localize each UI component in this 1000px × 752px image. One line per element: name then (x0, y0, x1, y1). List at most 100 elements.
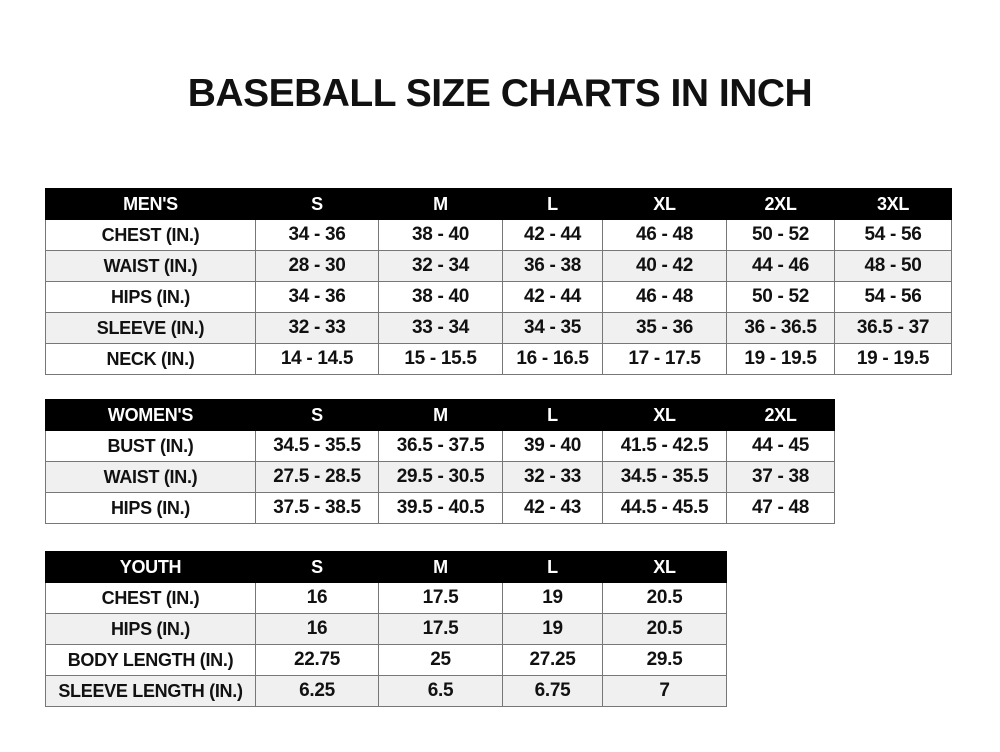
womens-size-table: WOMEN'S S M L XL 2XL BUST (IN.) 34.5 - 35.5 36.5… (45, 399, 835, 524)
size-value: 19 (502, 613, 603, 645)
measurement-label: HIPS (IN.) (45, 613, 256, 645)
category-header: WOMEN'S (45, 399, 256, 431)
size-value: 14 - 14.5 (255, 343, 379, 375)
size-value: 33 - 34 (378, 312, 503, 344)
size-value: 46 - 48 (602, 219, 727, 251)
size-header: M (378, 399, 503, 431)
size-value: 6.25 (255, 675, 379, 707)
size-value: 29.5 (602, 644, 727, 676)
size-header: 2XL (726, 188, 835, 220)
size-value: 19 - 19.5 (726, 343, 835, 375)
table-row: CHEST (IN.) 16 17.5 19 20.5 (45, 582, 727, 614)
size-value: 38 - 40 (378, 219, 503, 251)
measurement-label: WAIST (IN.) (45, 461, 256, 493)
size-value: 34.5 - 35.5 (255, 430, 379, 462)
size-value: 27.25 (502, 644, 603, 676)
size-value: 44.5 - 45.5 (602, 492, 727, 524)
size-header: XL (602, 399, 727, 431)
size-header: 2XL (726, 399, 835, 431)
size-value: 6.5 (378, 675, 503, 707)
size-header: S (255, 188, 379, 220)
size-value: 20.5 (602, 613, 727, 645)
size-value: 36.5 - 37 (834, 312, 952, 344)
size-value: 16 (255, 582, 379, 614)
size-value: 46 - 48 (602, 281, 727, 313)
size-value: 39 - 40 (502, 430, 603, 462)
category-header: YOUTH (45, 551, 256, 583)
size-value: 34.5 - 35.5 (602, 461, 727, 493)
size-header: S (255, 399, 379, 431)
size-value: 32 - 33 (502, 461, 603, 493)
size-header: XL (602, 551, 727, 583)
size-value: 37 - 38 (726, 461, 835, 493)
size-value: 34 - 35 (502, 312, 603, 344)
size-header: L (502, 551, 603, 583)
size-value: 42 - 44 (502, 219, 603, 251)
size-value: 36 - 38 (502, 250, 603, 282)
size-value: 19 (502, 582, 603, 614)
size-value: 28 - 30 (255, 250, 379, 282)
table-row: HIPS (IN.) 34 - 36 38 - 40 42 - 44 46 - 48 50… (45, 281, 952, 313)
size-value: 41.5 - 42.5 (602, 430, 727, 462)
size-header: L (502, 188, 603, 220)
header-row: YOUTH S M L XL (45, 551, 727, 583)
table-row: BODY LENGTH (IN.) 22.75 25 27.25 29.5 (45, 644, 727, 676)
size-value: 44 - 45 (726, 430, 835, 462)
size-value: 35 - 36 (602, 312, 727, 344)
size-value: 42 - 43 (502, 492, 603, 524)
table-row: WAIST (IN.) 28 - 30 32 - 34 36 - 38 40 - 42 4… (45, 250, 952, 282)
size-value: 27.5 - 28.5 (255, 461, 379, 493)
size-value: 48 - 50 (834, 250, 952, 282)
size-value: 17 - 17.5 (602, 343, 727, 375)
size-value: 6.75 (502, 675, 603, 707)
category-header: MEN'S (45, 188, 256, 220)
size-value: 44 - 46 (726, 250, 835, 282)
size-value: 34 - 36 (255, 219, 379, 251)
size-value: 54 - 56 (834, 219, 952, 251)
measurement-label: WAIST (IN.) (45, 250, 256, 282)
size-value: 22.75 (255, 644, 379, 676)
page-title: BASEBALL SIZE CHARTS IN INCH (187, 72, 813, 115)
measurement-label: HIPS (IN.) (45, 492, 256, 524)
size-header: L (502, 399, 603, 431)
header-row: WOMEN'S S M L XL 2XL (45, 399, 835, 431)
measurement-label: CHEST (IN.) (45, 582, 256, 614)
size-value: 36 - 36.5 (726, 312, 835, 344)
size-value: 42 - 44 (502, 281, 603, 313)
measurement-label: SLEEVE (IN.) (45, 312, 256, 344)
table-row: SLEEVE LENGTH (IN.) 6.25 6.5 6.75 7 (45, 675, 727, 707)
size-value: 17.5 (378, 613, 503, 645)
size-value: 32 - 34 (378, 250, 503, 282)
size-header: S (255, 551, 379, 583)
youth-size-table: YOUTH S M L XL CHEST (IN.) 16 17.5 19 20.5 HIPS (I… (45, 551, 727, 707)
size-value: 34 - 36 (255, 281, 379, 313)
table-row: WAIST (IN.) 27.5 - 28.5 29.5 - 30.5 32 - 33… (45, 461, 835, 493)
table-row: NECK (IN.) 14 - 14.5 15 - 15.5 16 - 16.5 17 … (45, 343, 952, 375)
size-value: 7 (602, 675, 727, 707)
size-value: 50 - 52 (726, 219, 835, 251)
measurement-label: SLEEVE LENGTH (IN.) (45, 675, 256, 707)
table-row: SLEEVE (IN.) 32 - 33 33 - 34 34 - 35 35 - 36… (45, 312, 952, 344)
measurement-label: HIPS (IN.) (45, 281, 256, 313)
size-value: 38 - 40 (378, 281, 503, 313)
measurement-label: CHEST (IN.) (45, 219, 256, 251)
size-value: 20.5 (602, 582, 727, 614)
size-header: M (378, 188, 503, 220)
table-row: HIPS (IN.) 16 17.5 19 20.5 (45, 613, 727, 645)
header-row: MEN'S S M L XL 2XL 3XL (45, 188, 952, 220)
size-value: 16 - 16.5 (502, 343, 603, 375)
size-value: 36.5 - 37.5 (378, 430, 503, 462)
size-value: 32 - 33 (255, 312, 379, 344)
size-value: 39.5 - 40.5 (378, 492, 503, 524)
size-value: 50 - 52 (726, 281, 835, 313)
size-value: 37.5 - 38.5 (255, 492, 379, 524)
size-value: 15 - 15.5 (378, 343, 503, 375)
size-value: 54 - 56 (834, 281, 952, 313)
size-value: 29.5 - 30.5 (378, 461, 503, 493)
table-row: HIPS (IN.) 37.5 - 38.5 39.5 - 40.5 42 - 43 4… (45, 492, 835, 524)
size-value: 47 - 48 (726, 492, 835, 524)
measurement-label: BODY LENGTH (IN.) (45, 644, 256, 676)
measurement-label: BUST (IN.) (45, 430, 256, 462)
measurement-label: NECK (IN.) (45, 343, 256, 375)
size-header: M (378, 551, 503, 583)
